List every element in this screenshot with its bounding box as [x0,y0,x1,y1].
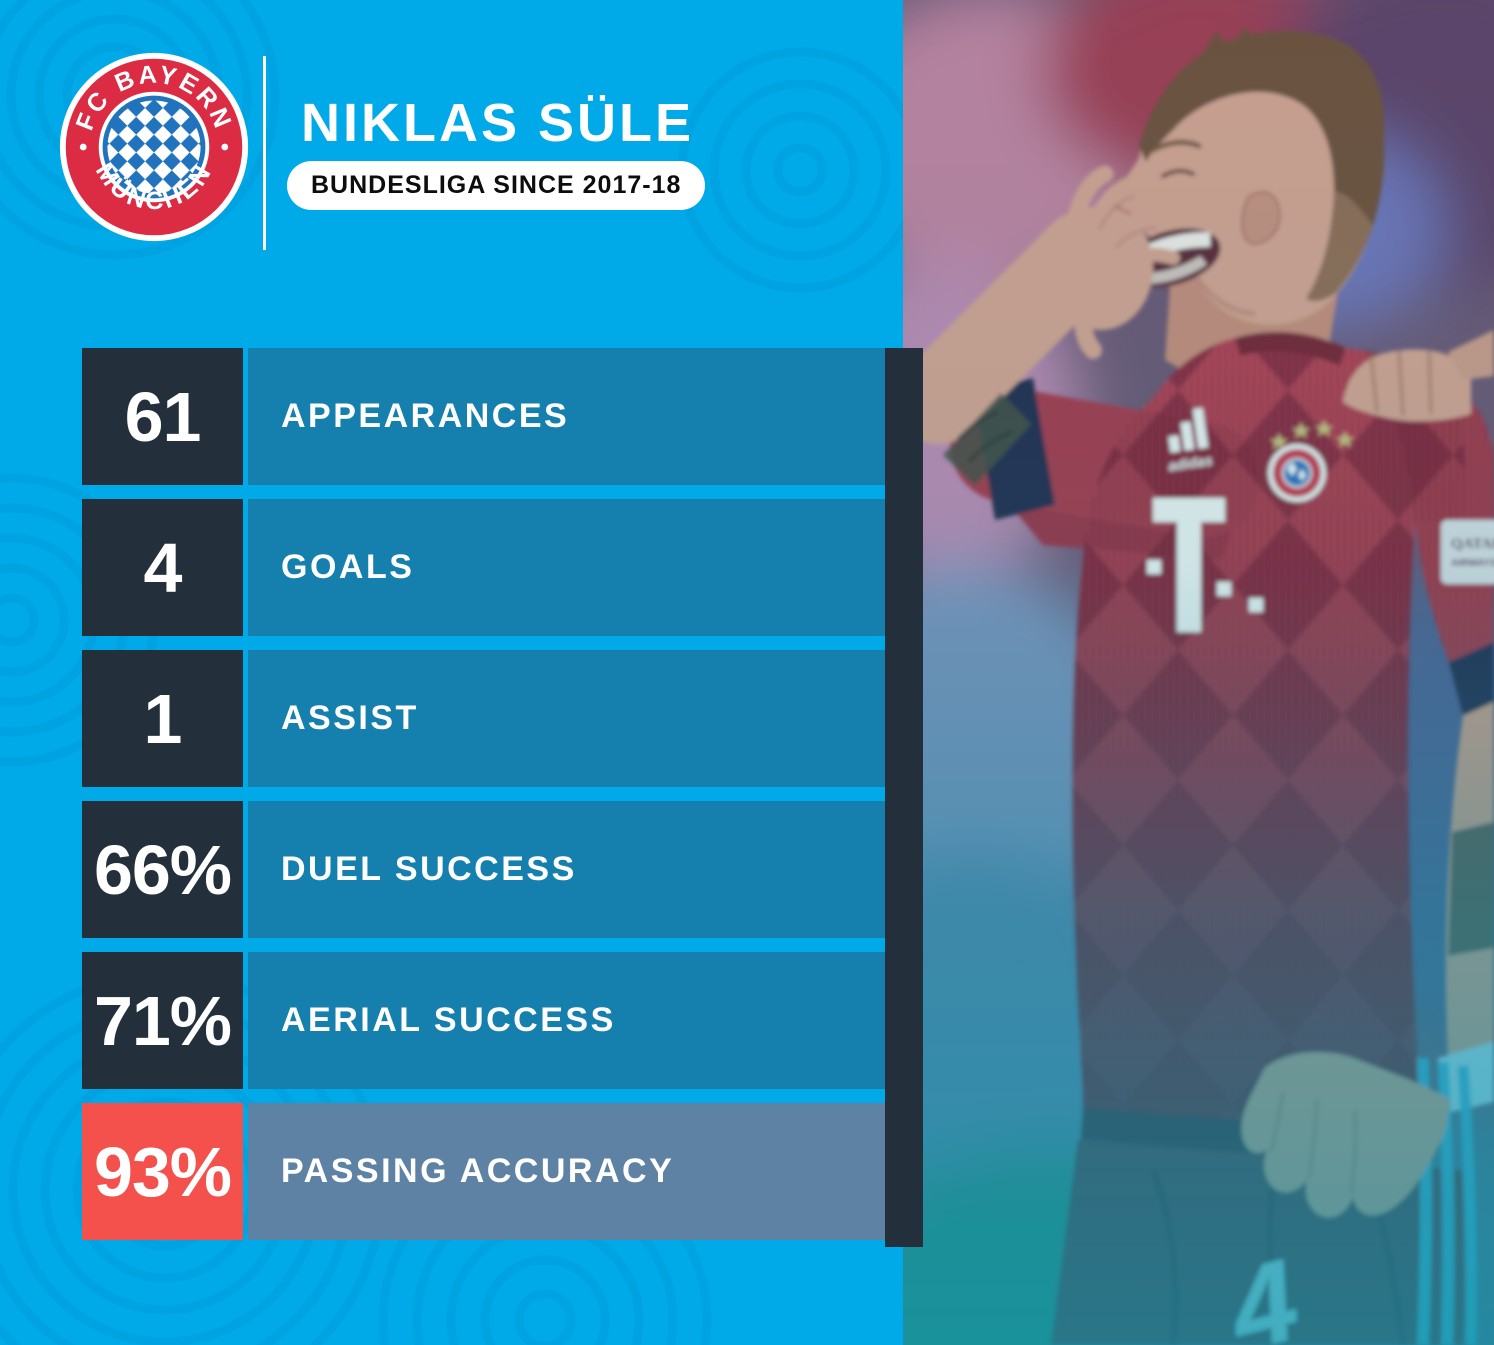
stats-side-shadow [885,348,923,1247]
subtitle-badge: BUNDESLIGA SINCE 2017-18 [287,161,706,210]
stat-label: AERIAL SUCCESS [248,952,885,1089]
stat-row-duel-success: 66% DUEL SUCCESS [82,801,885,938]
fc-bayern-crest: FC BAYERN MÜNCHEN [59,52,249,242]
stat-value: 1 [82,650,243,787]
stat-label: DUEL SUCCESS [248,801,885,938]
stat-value-highlighted: 93% [82,1103,243,1240]
header-divider [263,56,266,250]
stats-table: 61 APPEARANCES 4 GOALS 1 ASSIST 66% DUEL… [82,348,885,1254]
teal-grade-overlay [903,0,1494,1345]
crest-checker-center [107,100,201,194]
stat-label: GOALS [248,499,885,636]
stat-value: 61 [82,348,243,485]
stat-label: APPEARANCES [248,348,885,485]
stat-row-passing-accuracy: 93% PASSING ACCURACY [82,1103,885,1240]
stat-value: 66% [82,801,243,938]
stat-value: 4 [82,499,243,636]
stat-label: ASSIST [248,650,885,787]
stat-row-aerial-success: 71% AERIAL SUCCESS [82,952,885,1089]
stat-value: 71% [82,952,243,1089]
stat-row-appearances: 61 APPEARANCES [82,348,885,485]
player-photo: adidas QATAR AIRWAYS [903,0,1494,1345]
page-title: NIKLAS SÜLE [301,93,695,153]
ring-cluster [677,47,923,293]
stat-row-assist: 1 ASSIST [82,650,885,787]
stat-label-highlighted: PASSING ACCURACY [248,1103,885,1240]
stat-row-goals: 4 GOALS [82,499,885,636]
